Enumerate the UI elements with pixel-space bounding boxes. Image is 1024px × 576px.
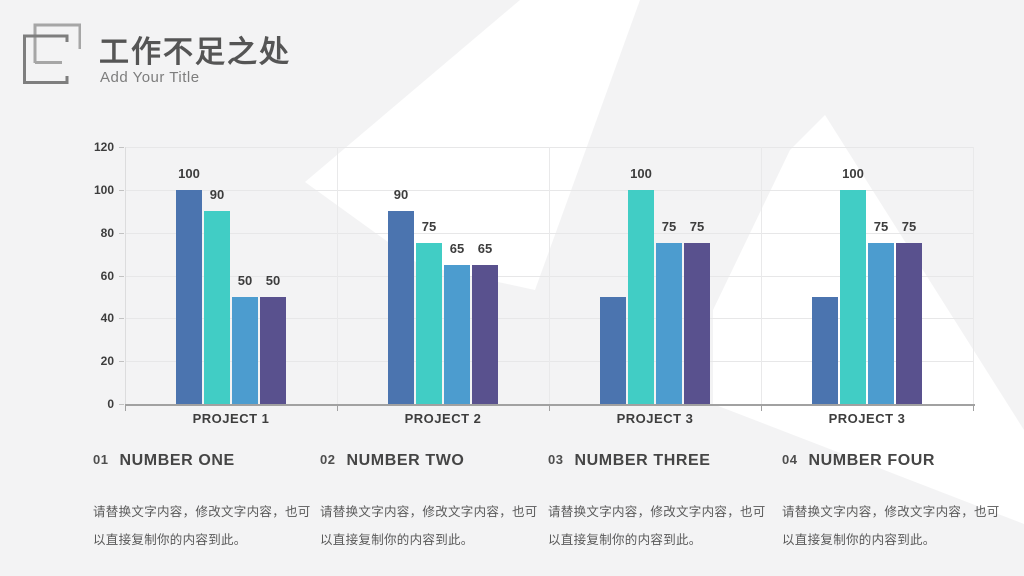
- bar-series-2-3: [628, 189, 654, 404]
- item-title: NUMBER THREE: [574, 452, 711, 469]
- item-number-four: 04 NUMBER FOUR 请替换文字内容，修改文字内容，也可以直接复制你的内容…: [782, 452, 1004, 554]
- item-number-one: 01 NUMBER ONE 请替换文字内容，修改文字内容，也可以直接复制你的内容到…: [93, 452, 315, 554]
- item-number-two: 02 NUMBER TWO 请替换文字内容，修改文字内容，也可以直接复制你的内容到…: [320, 452, 542, 554]
- x-axis-tick: [549, 406, 550, 411]
- item-number: 03: [548, 452, 564, 467]
- item-body-text: 请替换文字内容，修改文字内容，也可以直接复制你的内容到此。: [320, 505, 538, 547]
- bar-series-2-1: [204, 211, 230, 404]
- bar-value-label: 90: [209, 187, 225, 203]
- x-axis-tick: [125, 406, 126, 411]
- bar-value-label: 100: [630, 165, 652, 181]
- bar-value-label: 50: [265, 272, 281, 288]
- x-axis-tick: [761, 406, 762, 411]
- bar-series-3-3: [656, 243, 682, 404]
- category-boundary-line: [761, 147, 762, 404]
- bar-value-label: 75: [661, 219, 677, 235]
- y-axis-label: 60: [100, 268, 114, 283]
- category-boundary-line: [973, 147, 974, 404]
- bar-value-label: 100: [178, 165, 200, 181]
- bar-value-label: 75: [689, 219, 705, 235]
- bar-value-label: 75: [421, 219, 437, 235]
- page-title: 工作不足之处: [99, 36, 291, 69]
- item-body-text: 请替换文字内容，修改文字内容，也可以直接复制你的内容到此。: [548, 505, 766, 547]
- bar-series-1-3: [600, 296, 626, 404]
- page-subtitle: Add Your Title: [100, 69, 200, 86]
- bar-series-4-2: [472, 264, 498, 404]
- y-axis-line: [125, 147, 126, 404]
- x-axis-line: [125, 404, 975, 406]
- bar-value-label: 50: [237, 272, 253, 288]
- item-title: NUMBER ONE: [119, 452, 235, 469]
- bar-series-1-2: [388, 211, 414, 404]
- bar-series-3-4: [868, 243, 894, 404]
- x-axis-tick: [337, 406, 338, 411]
- y-axis-label: 100: [93, 182, 114, 197]
- bar-value-label: 100: [842, 165, 864, 181]
- item-title: NUMBER FOUR: [808, 452, 936, 469]
- y-axis-tick: [119, 147, 124, 148]
- y-axis-tick: [119, 318, 124, 320]
- bar-value-label: 75: [873, 219, 889, 235]
- overlapping-frames-icon: [23, 23, 81, 84]
- y-axis-tick: [119, 232, 124, 234]
- bar-series-3-1: [232, 296, 258, 404]
- category-label: PROJECT 2: [404, 411, 482, 426]
- bar-value-label: 90: [393, 187, 409, 203]
- y-axis-label: 0: [107, 397, 114, 411]
- category-boundary-line: [549, 147, 550, 404]
- item-number: 04: [782, 452, 798, 467]
- bar-series-1-4: [812, 296, 838, 404]
- y-axis-label: 20: [100, 354, 114, 369]
- bar-value-label: 65: [477, 240, 493, 256]
- slide-header: 工作不足之处 Add Your Title: [0, 0, 1024, 100]
- y-axis-label: 40: [100, 311, 114, 326]
- item-title: NUMBER TWO: [346, 452, 465, 469]
- item-number: 02: [320, 452, 336, 467]
- bar-value-label: 75: [901, 219, 917, 235]
- bar-series-4-4: [896, 243, 922, 404]
- y-axis-label: 80: [100, 225, 114, 240]
- y-axis-tick: [119, 404, 124, 405]
- y-axis-tick: [119, 361, 124, 363]
- bar-series-2-4: [840, 189, 866, 404]
- item-number: 01: [93, 452, 109, 467]
- category-boundary-line: [337, 147, 338, 404]
- y-axis-tick: [119, 275, 124, 277]
- bar-series-3-2: [444, 264, 470, 404]
- bar-series-1-1: [176, 189, 202, 404]
- y-axis-label: 120: [93, 140, 114, 154]
- y-axis-tick: [119, 189, 124, 191]
- category-label: PROJECT 3: [828, 411, 906, 426]
- item-body-text: 请替换文字内容，修改文字内容，也可以直接复制你的内容到此。: [93, 505, 311, 547]
- item-body-text: 请替换文字内容，修改文字内容，也可以直接复制你的内容到此。: [782, 505, 1000, 547]
- bar-series-4-1: [260, 296, 286, 404]
- category-label: PROJECT 3: [616, 411, 694, 426]
- bar-value-label: 65: [449, 240, 465, 256]
- item-number-three: 03 NUMBER THREE 请替换文字内容，修改文字内容，也可以直接复制你的内…: [548, 452, 770, 554]
- bar-series-4-3: [684, 243, 710, 404]
- x-axis-tick: [973, 406, 974, 411]
- category-label: PROJECT 1: [192, 411, 270, 426]
- bar-series-2-2: [416, 243, 442, 404]
